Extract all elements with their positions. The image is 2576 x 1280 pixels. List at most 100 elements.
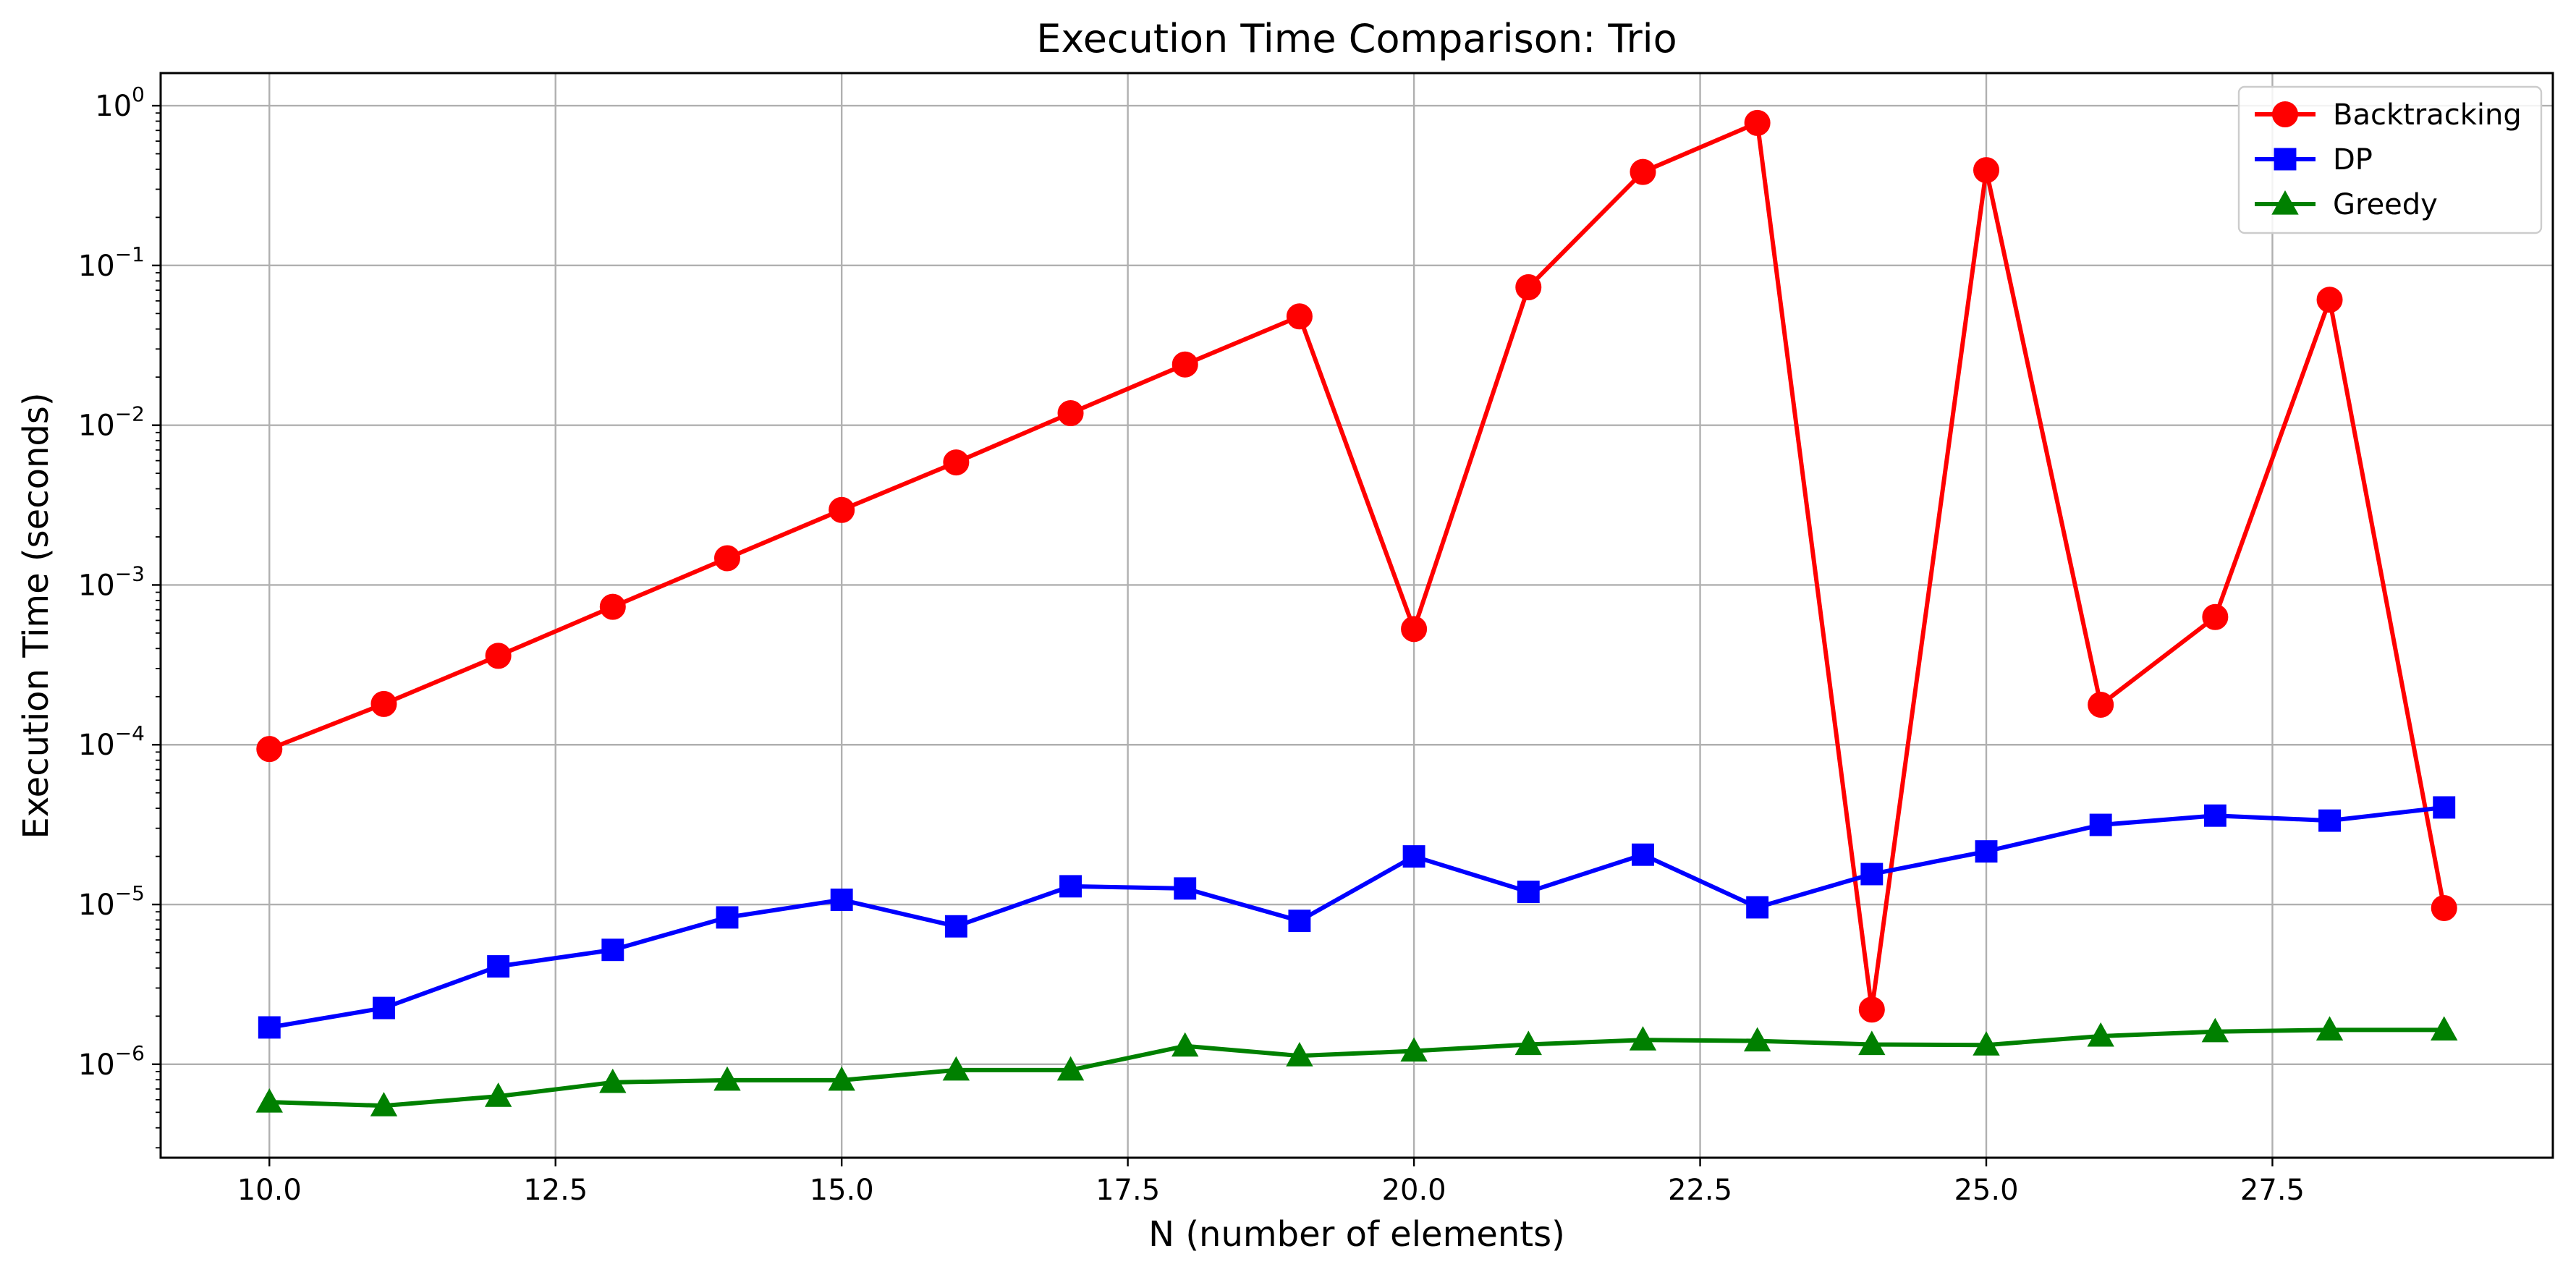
data-point-greedy (1400, 1037, 1428, 1062)
data-point-backtracking (1973, 157, 1999, 184)
data-point-backtracking (1401, 616, 1428, 643)
x-tick-label: 25.0 (1954, 1174, 2018, 1207)
data-point-greedy (942, 1056, 970, 1081)
grid-lines (161, 73, 2553, 1158)
data-point-dp (944, 915, 967, 938)
data-point-backtracking (1858, 996, 1885, 1023)
data-point-greedy (1286, 1042, 1313, 1067)
legend-frame (2237, 85, 2543, 234)
x-tick-label: 15.0 (810, 1174, 874, 1207)
data-point-greedy (255, 1088, 283, 1113)
data-point-backtracking (2431, 894, 2457, 921)
data-point-greedy (1514, 1030, 1542, 1056)
data-point-dp (2203, 804, 2227, 827)
data-point-dp (1174, 877, 1197, 900)
data-point-dp (601, 938, 624, 962)
data-point-dp (830, 889, 853, 911)
data-point-dp (1860, 862, 1884, 886)
data-point-backtracking (1744, 109, 1771, 136)
series-line-backtracking (268, 120, 2446, 1012)
data-point-dp (258, 1016, 281, 1039)
y-tick-label: 100 (95, 82, 145, 123)
chart-title: Execution Time Comparison: Trio (1036, 16, 1677, 62)
data-point-greedy (1858, 1030, 1886, 1056)
data-point-dp (373, 996, 395, 1020)
data-point-backtracking (943, 449, 970, 476)
x-axis-ticks: 10.0 12.5 15.0 17.5 20.0 22.5 25.0 27.5 (237, 1158, 2305, 1207)
data-point-greedy (1973, 1031, 2000, 1056)
data-point-greedy (2201, 1017, 2229, 1043)
data-point-dp (2318, 809, 2341, 832)
data-point-greedy (370, 1092, 398, 1116)
plot-frame (159, 72, 2554, 1159)
y-tick-label: 10−6 (78, 1041, 145, 1082)
legend-marker-backtracking (2272, 101, 2298, 127)
data-point-dp (716, 906, 739, 929)
series-line-dp (268, 805, 2445, 1030)
data-point-backtracking (1286, 303, 1313, 330)
data-point-greedy (599, 1068, 627, 1093)
data-point-dp (1059, 875, 1082, 898)
data-point-greedy (1172, 1032, 1199, 1057)
series-layer (255, 109, 2458, 1116)
data-point-dp (1517, 881, 1540, 904)
data-point-greedy (713, 1066, 741, 1091)
y-axis-ticks: 10−6 10−5 10−4 10−3 10−2 10−1 100 (78, 82, 161, 1149)
legend-label-greedy: Greedy (2333, 188, 2438, 221)
legend-item-greedy: Greedy (2255, 188, 2438, 221)
x-tick-label: 17.5 (1096, 1174, 1160, 1207)
legend-label-dp: DP (2333, 143, 2373, 177)
data-point-backtracking (256, 736, 283, 763)
data-point-backtracking (485, 643, 512, 669)
data-point-backtracking (1515, 274, 1542, 301)
series-greedy (255, 1016, 2458, 1116)
data-point-backtracking (370, 690, 397, 717)
legend-label-backtracking: Backtracking (2333, 98, 2522, 132)
y-tick-label: 10−1 (78, 242, 145, 283)
series-backtracking (256, 109, 2457, 1023)
data-point-greedy (1056, 1056, 1085, 1081)
data-point-greedy (828, 1066, 855, 1091)
series-line-greedy (269, 1027, 2444, 1109)
x-tick-label: 20.0 (1382, 1174, 1446, 1207)
data-point-greedy (2431, 1016, 2458, 1040)
data-point-backtracking (1057, 399, 1084, 426)
data-point-dp (1402, 845, 1425, 868)
data-point-dp (2089, 813, 2112, 836)
data-point-backtracking (714, 545, 740, 572)
series-dp (258, 796, 2456, 1039)
y-axis-label: Execution Time (seconds) (16, 392, 56, 839)
x-tick-label: 22.5 (1668, 1174, 1732, 1207)
data-point-dp (1746, 896, 1769, 919)
y-tick-label: 10−4 (78, 721, 145, 762)
data-point-greedy (484, 1082, 512, 1107)
data-point-greedy (1743, 1027, 1771, 1052)
y-tick-label: 10−3 (78, 561, 145, 602)
legend: Backtracking DP Greedy (2237, 85, 2543, 234)
y-tick-label: 10−5 (78, 881, 145, 922)
data-point-backtracking (2316, 287, 2343, 313)
data-point-greedy (1629, 1026, 1657, 1051)
data-point-dp (1975, 840, 1998, 863)
data-point-backtracking (1630, 158, 1656, 185)
legend-item-backtracking: Backtracking (2255, 98, 2522, 132)
data-point-dp (1632, 843, 1654, 866)
data-point-backtracking (829, 496, 855, 523)
data-point-backtracking (599, 593, 626, 620)
legend-marker-dp (2274, 148, 2297, 171)
data-point-backtracking (2088, 691, 2114, 718)
data-point-dp (2433, 796, 2456, 819)
data-point-dp (1288, 910, 1311, 933)
data-point-dp (487, 955, 510, 978)
data-point-backtracking (1172, 351, 1198, 378)
data-point-greedy (2316, 1016, 2344, 1040)
x-tick-label: 27.5 (2240, 1174, 2305, 1207)
legend-marker-greedy (2271, 190, 2299, 215)
x-axis-label: N (number of elements) (1148, 1214, 1565, 1255)
legend-item-dp: DP (2255, 143, 2373, 177)
data-point-backtracking (2202, 603, 2229, 630)
data-point-greedy (2087, 1022, 2114, 1047)
y-tick-label: 10−2 (78, 402, 145, 443)
